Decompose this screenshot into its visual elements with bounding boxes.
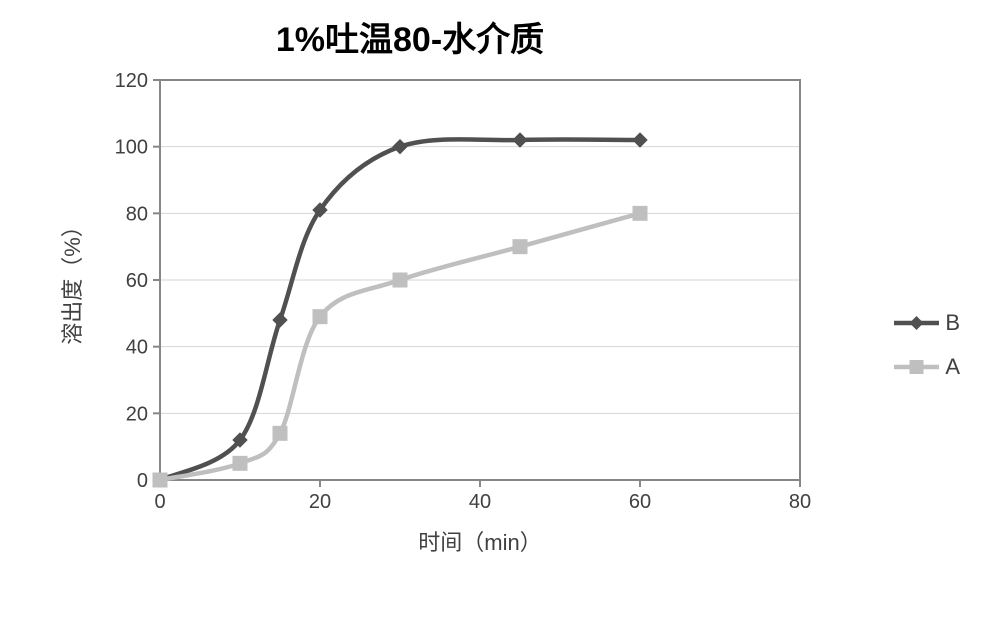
svg-text:0: 0 bbox=[154, 491, 165, 513]
svg-text:60: 60 bbox=[629, 491, 651, 513]
svg-text:0: 0 bbox=[137, 470, 148, 492]
chart-container: 1%吐温80-水介质 0 20 40 60 80 100 120 0 20 40 60 80 溶出度（%… bbox=[0, 0, 1000, 624]
legend-row-A: A bbox=[894, 354, 960, 380]
svg-text:40: 40 bbox=[126, 337, 148, 359]
svg-text:80: 80 bbox=[789, 491, 811, 513]
chart-svg: 0 20 40 60 80 100 120 0 20 40 60 80 溶出度（%） 时间（min） bbox=[40, 70, 860, 600]
svg-text:20: 20 bbox=[126, 403, 148, 425]
chart-title: 1%吐温80-水介质 bbox=[0, 12, 820, 61]
svg-text:80: 80 bbox=[126, 203, 148, 225]
legend-marker-B bbox=[894, 313, 939, 333]
legend: BA bbox=[894, 310, 960, 380]
legend-label-A: A bbox=[945, 354, 960, 380]
legend-marker-A bbox=[894, 357, 939, 377]
svg-text:100: 100 bbox=[115, 137, 148, 159]
svg-text:时间（min）: 时间（min） bbox=[418, 530, 541, 555]
legend-row-B: B bbox=[894, 310, 960, 336]
svg-text:溶出度（%）: 溶出度（%） bbox=[60, 215, 85, 345]
svg-text:120: 120 bbox=[115, 70, 148, 92]
svg-text:60: 60 bbox=[126, 270, 148, 292]
legend-label-B: B bbox=[945, 310, 960, 336]
svg-text:20: 20 bbox=[309, 491, 331, 513]
svg-text:40: 40 bbox=[469, 491, 491, 513]
